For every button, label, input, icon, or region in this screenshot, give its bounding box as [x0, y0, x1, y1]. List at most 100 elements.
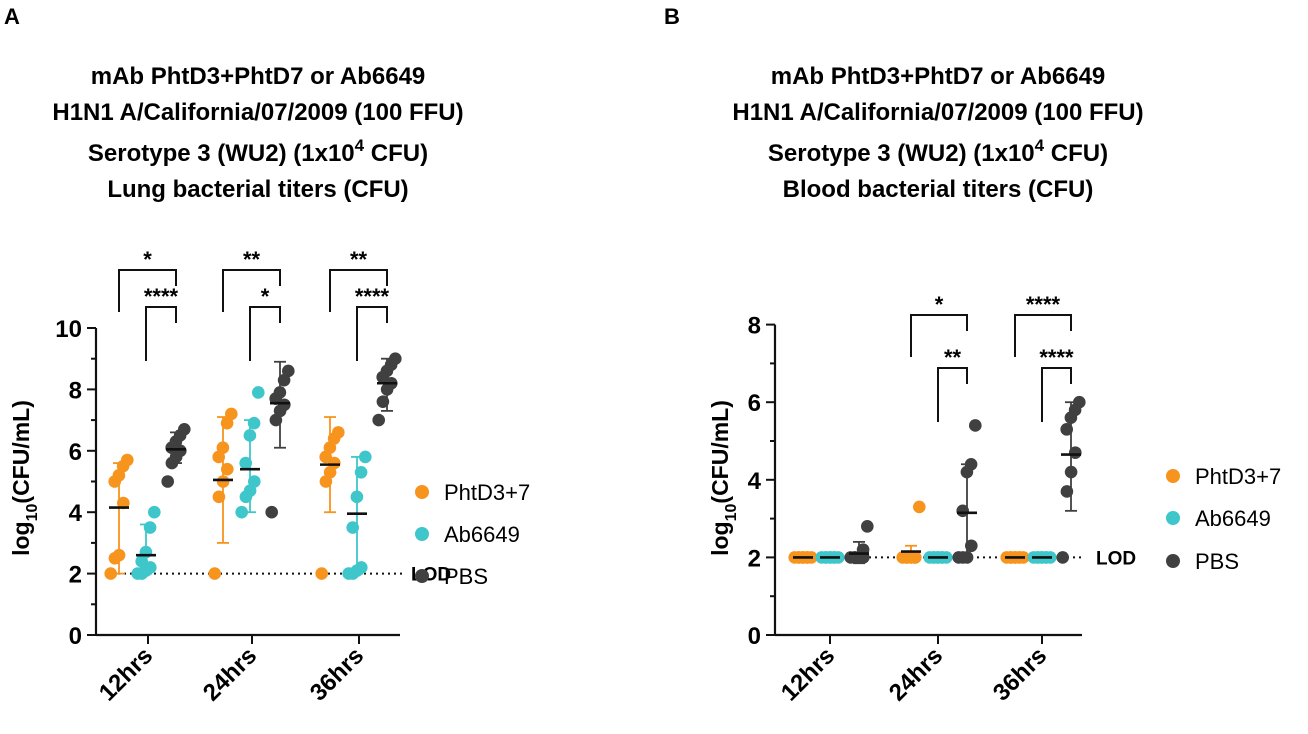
panel-a-title-line1: mAb PhtD3+PhtD7 or Ab6649 [91, 63, 426, 90]
panel-a-letter: A [4, 4, 20, 29]
panel-a-data-point [282, 364, 295, 378]
panel-a-legend-label: PhtD3+7 [444, 480, 530, 505]
panel-a-data-point [247, 416, 261, 430]
panel-a-y-tick-label: 0 [69, 623, 82, 650]
panel-a-data-point [148, 505, 161, 519]
panel-b-data-point [1060, 423, 1073, 436]
panel-a-significance-bracket [145, 306, 177, 361]
panel-a-data-point [221, 462, 234, 476]
panel-a-data-point [212, 490, 226, 504]
panel-a-data-point [372, 413, 386, 427]
panel-b-x-tick-label: 36hrs [988, 642, 1052, 706]
panel-b-y-tick-label: 4 [748, 468, 762, 495]
panel-a-y-tick-label: 4 [69, 500, 83, 527]
panel-b-ylabel: log10(CFU/mL) [707, 400, 740, 556]
panel-a-data-point [178, 423, 191, 436]
panel-a-data-point [265, 505, 279, 519]
panel-a-title-line3: Serotype 3 (WU2) (1x104 CFU) [88, 136, 428, 167]
panel-b-significance-label: * [935, 292, 944, 317]
panel-a-significance-label: * [261, 284, 270, 309]
panel-a-legend-label: PBS [444, 564, 488, 589]
panel-a-data-point [239, 456, 252, 470]
panel-a-data-point [121, 453, 134, 467]
panel-b-title-line3: Serotype 3 (WU2) (1x104 CFU) [768, 136, 1108, 167]
panel-b-significance-bracket [937, 367, 968, 422]
panel-a-significance-label: ** [243, 247, 261, 272]
panel-b-legend-marker [1166, 469, 1180, 483]
panel-b-significance-bracket [1041, 367, 1072, 422]
panel-b-y-tick-label: 8 [748, 313, 761, 340]
panel-a-data-point [243, 429, 257, 442]
panel-a-significance-bracket [118, 269, 177, 312]
panel-a-data-point [112, 548, 126, 562]
panel-b-title-line2: H1N1 A/California/07/2009 (100 FFU) [732, 99, 1143, 126]
panel-a-data-point [251, 386, 265, 399]
panel-a-significance-label: **** [355, 284, 390, 309]
panel-b-data-point [1069, 446, 1082, 459]
panel-b-significance-bracket [1014, 314, 1072, 357]
panel-a-title-line2: H1N1 A/California/07/2009 (100 FFU) [52, 99, 463, 126]
panel-a-ylabel-base: log [8, 521, 34, 556]
panel-a-data-point [225, 407, 238, 421]
panel-b-title-sup: 4 [1035, 136, 1045, 155]
panel-b-legend-label: Ab6649 [1195, 506, 1271, 531]
panel-b-significance-label: **** [1039, 345, 1074, 370]
panel-a-data-point [350, 490, 364, 504]
panel-a-data-point [346, 521, 360, 534]
panel-a-ylabel: log10(CFU/mL) [8, 400, 41, 556]
panel-b-data-point [1064, 465, 1078, 479]
panel-a-title-sup: 4 [355, 136, 365, 155]
panel-a-data-point [235, 505, 248, 519]
panel-b-title-line3b: CFU) [1044, 140, 1108, 167]
panel-b-ylabel-base: log [707, 521, 733, 556]
panel-b-data-point [1056, 551, 1069, 564]
panel-a-ylabel-sub: 10 [24, 503, 41, 521]
panel-b-legend-marker [1166, 511, 1180, 525]
panel-a-data-point [248, 475, 261, 488]
panel-a-x-tick-label: 12hrs [94, 642, 158, 706]
panel-b-data-point [964, 457, 978, 471]
panel-b-title-line4: Blood bacterial titers (CFU) [783, 176, 1094, 203]
panel-b-significance-bracket [910, 314, 968, 357]
panel-b-y-tick-label: 2 [748, 545, 761, 572]
panel-a-title-line4: Lung bacterial titers (CFU) [107, 176, 408, 203]
panel-a-legend-marker [415, 527, 429, 541]
panel-b-title-line1: mAb PhtD3+PhtD7 or Ab6649 [771, 63, 1106, 90]
panel-b-data-point [913, 500, 926, 514]
panel-a-data-point [315, 567, 329, 580]
panel-a-significance-bracket [249, 306, 281, 361]
panel-b-data-point [861, 520, 874, 533]
panel-b-data-point [1060, 485, 1074, 498]
panel-a-data-point [389, 352, 402, 366]
panel-a-y-tick-label: 8 [69, 377, 82, 404]
panel-b-legend-label: PhtD3+7 [1195, 464, 1281, 489]
panel-a-data-point [216, 475, 230, 488]
panel-a-data-point [208, 567, 221, 580]
panel-b-legend-marker [1166, 554, 1180, 568]
panel-a-data-point [354, 465, 368, 479]
panel-b-y-tick-label: 0 [748, 623, 761, 650]
panel-a-significance-bracket [222, 269, 281, 312]
panel-b-data-point [965, 539, 978, 553]
panel-a-title: mAb PhtD3+PhtD7 or Ab6649 H1N1 A/Califor… [52, 63, 463, 203]
panel-a-legend-marker [415, 569, 429, 583]
panel-a-significance-bracket [329, 269, 388, 312]
panel-b-data-point [960, 551, 974, 564]
panel-a-data-point [139, 545, 153, 559]
panel-a-data-point [273, 386, 287, 399]
panel-a-legend-label: Ab6649 [444, 522, 520, 547]
panel-a-data-point [143, 521, 157, 534]
panel-a-data-point [216, 441, 230, 455]
panel-b-data-point [908, 551, 922, 564]
panel-b-ylabel-sub: 10 [723, 503, 740, 521]
panel-b-data-point [1073, 395, 1086, 409]
panel-a-legend-marker [415, 485, 429, 499]
panel-a-data-point [332, 426, 345, 439]
panel-a-data-point [104, 567, 117, 580]
panel-a-title-line3b: CFU) [364, 140, 428, 167]
panel-b-letter: B [664, 4, 680, 29]
panel-a-y-tick-label: 10 [55, 316, 82, 343]
